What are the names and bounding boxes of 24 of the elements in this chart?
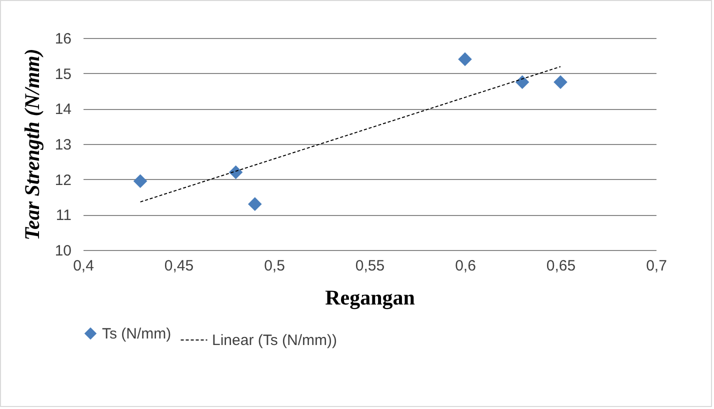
legend-label: Linear (Ts (N/mm)) <box>212 332 338 349</box>
x-tick-label: 0,65 <box>546 258 576 274</box>
x-axis-title: Regangan <box>325 286 416 310</box>
point <box>458 52 472 66</box>
point <box>248 197 262 211</box>
x-tick-label: 0,6 <box>455 258 476 274</box>
x-tick-label: 0,55 <box>355 258 385 274</box>
point <box>133 174 148 188</box>
x-tick-label: 0,4 <box>73 258 94 274</box>
y-tick-label: 15 <box>54 66 72 83</box>
y-tick-label: 11 <box>56 207 72 224</box>
y-tick-label: 16 <box>54 30 72 48</box>
point <box>554 75 568 90</box>
y-tick-label: 13 <box>54 136 72 154</box>
point <box>228 165 243 180</box>
y-tick-label: 12 <box>54 172 72 189</box>
y-axis-title: Tear Strength (N/mm) <box>20 48 44 240</box>
y-tick-label: 10 <box>54 242 72 260</box>
legend-label: Ts (N/mm) <box>102 326 172 342</box>
x-tick-label: 0,5 <box>264 258 285 274</box>
x-tick-label: 0,45 <box>164 258 194 274</box>
x-tick-label: 0,7 <box>646 258 667 274</box>
y-tick-label: 14 <box>54 101 72 118</box>
point <box>515 75 530 90</box>
